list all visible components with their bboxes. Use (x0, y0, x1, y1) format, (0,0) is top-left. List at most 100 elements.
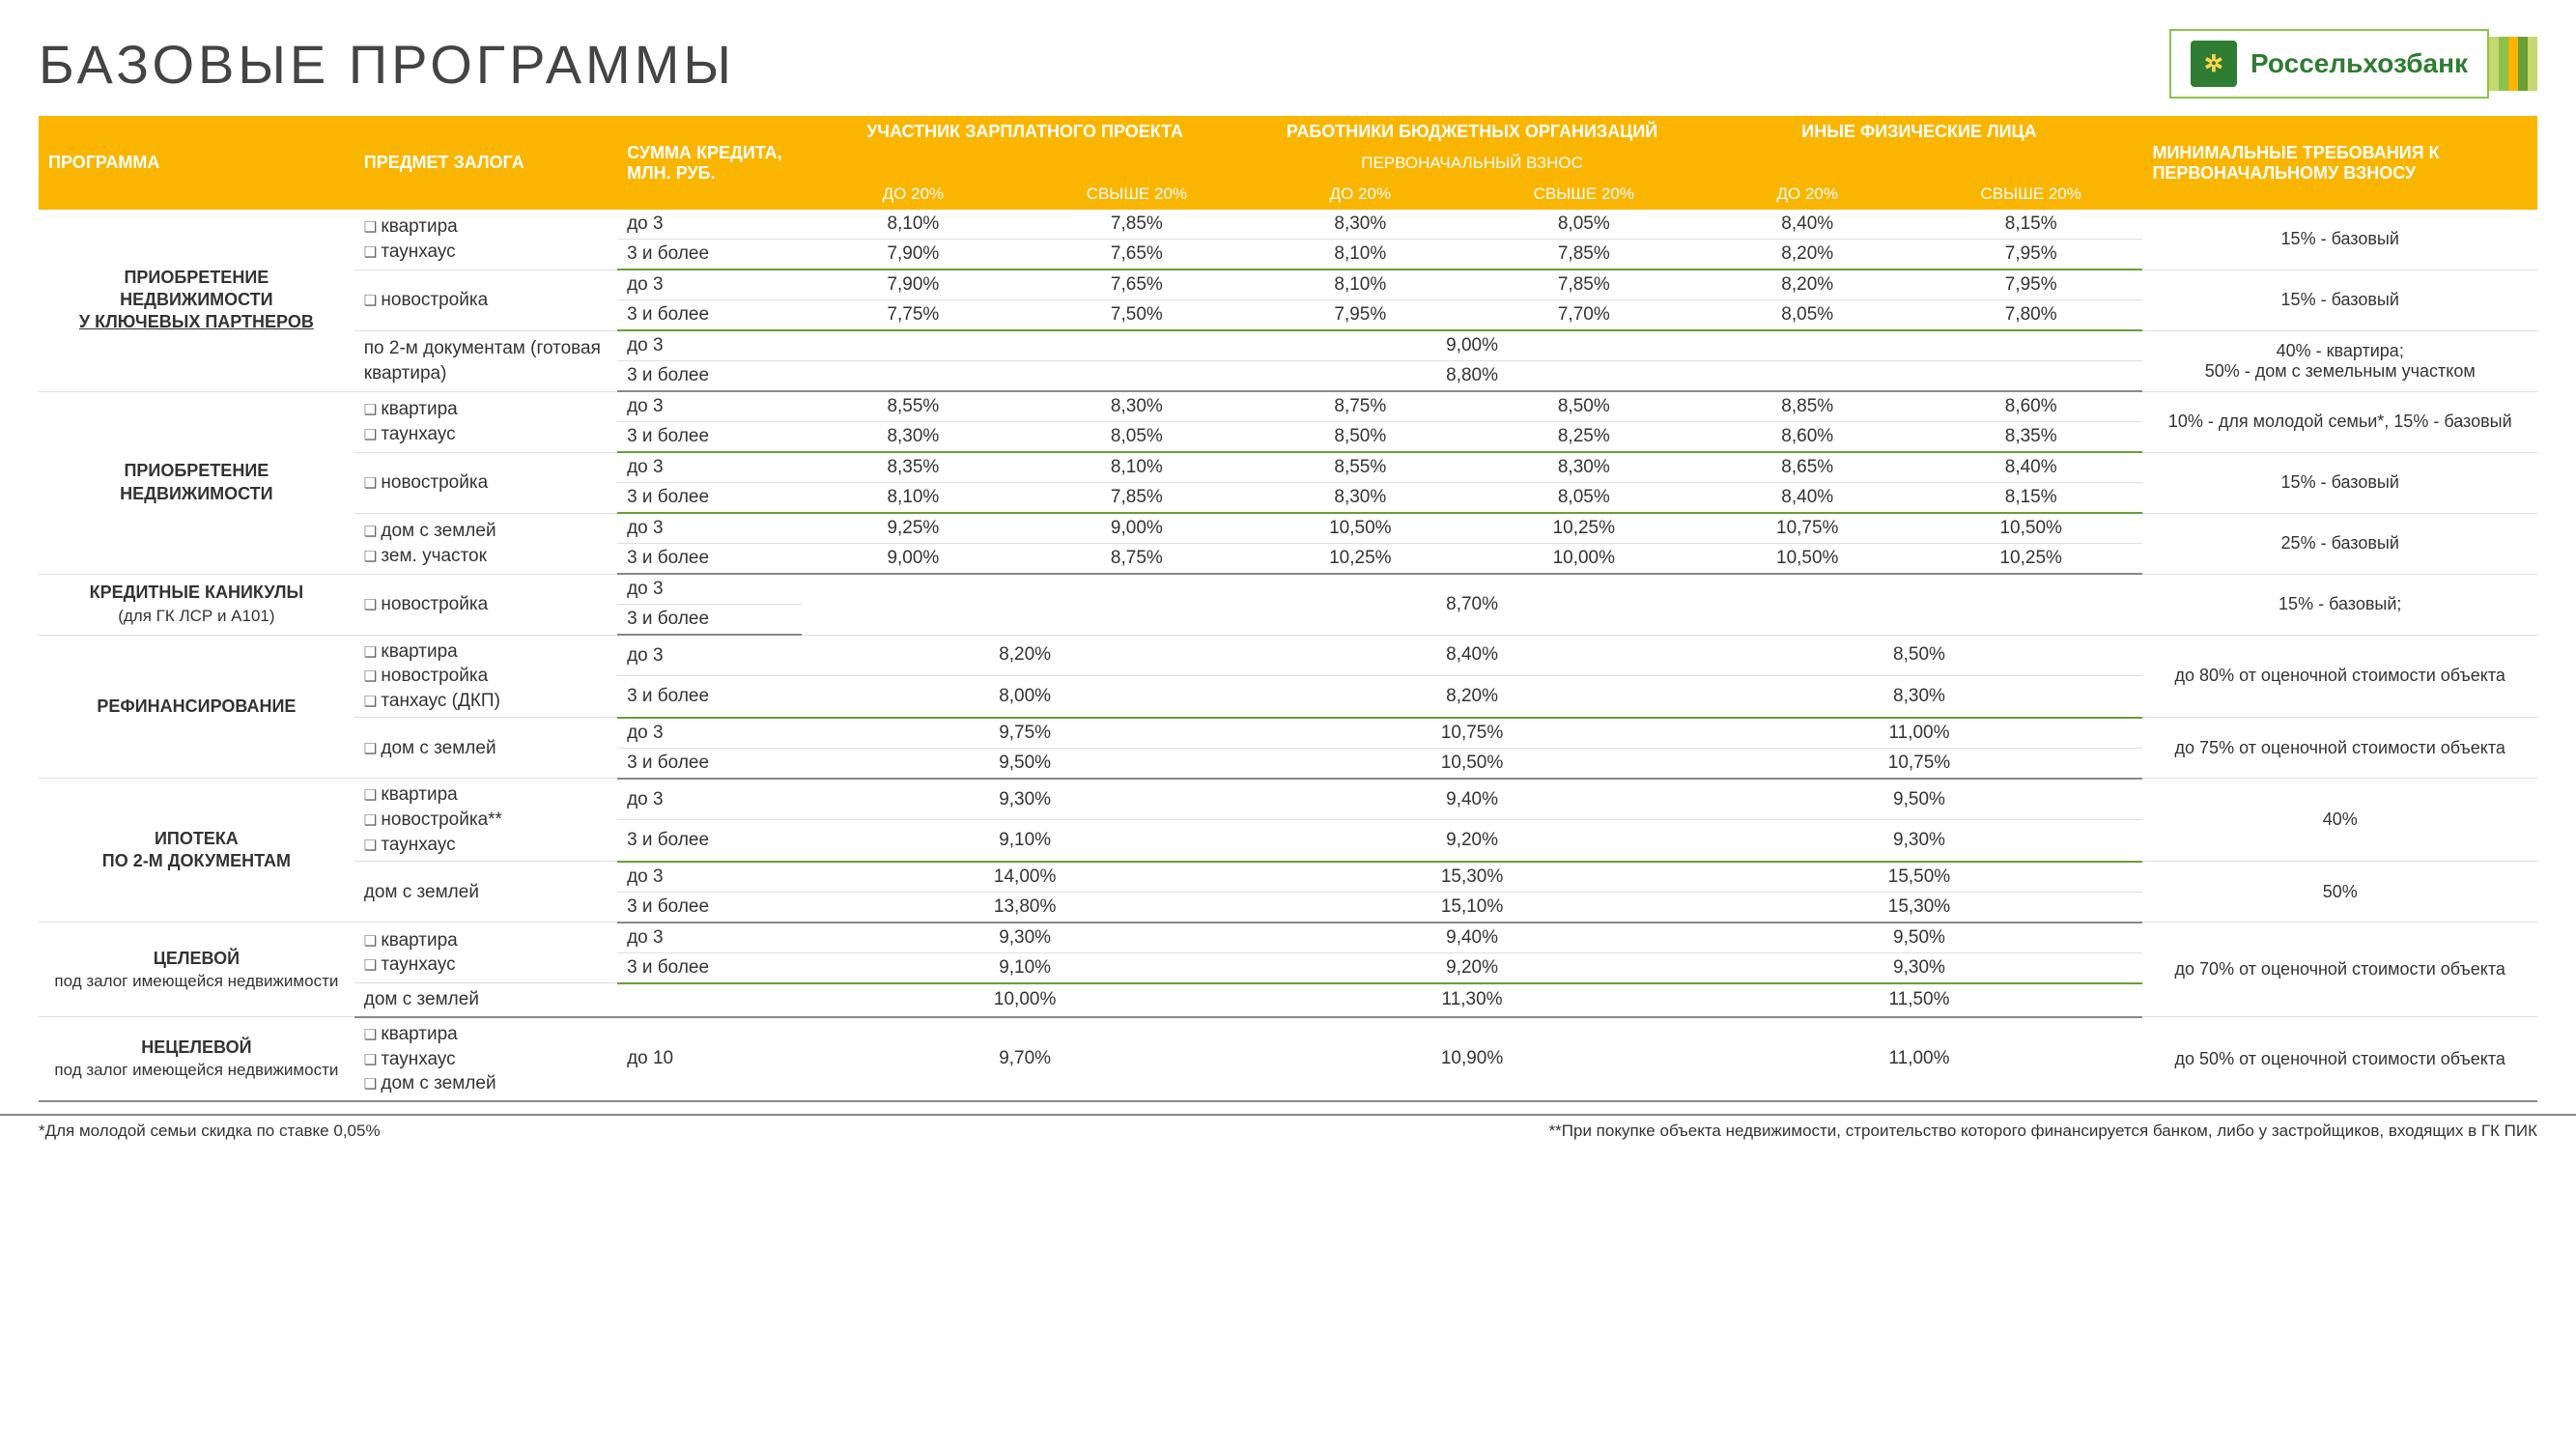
rate-cell: 10,50% (1249, 748, 1696, 779)
rate-cell: 7,50% (1025, 300, 1248, 331)
table-row: ПРИОБРЕТЕНИЕ НЕДВИЖИМОСТИ квартира таунх… (39, 391, 2537, 422)
amt-cell: до 3 (617, 718, 802, 749)
rate-cell: 9,75% (802, 718, 1249, 749)
bank-name: Россельхозбанк (2250, 48, 2468, 79)
amt-cell: до 3 (617, 330, 802, 361)
rate-cell: 7,90% (802, 240, 1025, 270)
subj-item: таунхаус (364, 954, 456, 975)
rate-cell: 9,10% (802, 820, 1249, 862)
prog-line: У КЛЮЧЕВЫХ ПАРТНЕРОВ (79, 312, 314, 331)
subj-cell: дом с землей (354, 718, 617, 779)
prog-line: под залог имеющейся недвижимости (54, 972, 338, 990)
rate-cell: 10,00% (1472, 544, 1695, 575)
rate-cell: 8,60% (1696, 422, 1919, 453)
rate-cell: 10,50% (1249, 513, 1472, 544)
rates-table: ПРОГРАММА ПРЕДМЕТ ЗАЛОГА СУММА КРЕДИТА, … (39, 116, 2537, 1102)
rate-cell: 8,40% (1696, 210, 1919, 240)
rate-cell: 8,30% (1025, 391, 1248, 422)
rate-cell: 8,75% (1249, 391, 1472, 422)
h-s1a: ДО 20% (802, 179, 1025, 210)
rate-cell: 8,35% (802, 452, 1025, 483)
prog-line: ПО 2-М ДОКУМЕНТАМ (102, 851, 291, 870)
rate-cell: 8,10% (802, 483, 1025, 514)
subj-item: новостройка (364, 594, 488, 614)
logo-block: ✲ Россельхозбанк (2169, 29, 2537, 99)
h-group3: ИНЫЕ ФИЗИЧЕСКИЕ ЛИЦА (1696, 116, 2143, 148)
subj-cell: дом с землей (354, 862, 617, 923)
rate-cell: 15,30% (1249, 862, 1696, 893)
rate-cell: 7,65% (1025, 240, 1248, 270)
rate-cell: 8,85% (1696, 391, 1919, 422)
subj-item: новостройка** (364, 810, 502, 830)
rate-cell: 9,30% (802, 779, 1249, 820)
rate-cell: 7,70% (1472, 300, 1695, 331)
rate-cell: 8,30% (1696, 676, 2143, 718)
prog-line: КРЕДИТНЫЕ КАНИКУЛЫ (90, 582, 304, 602)
subj-cell: новостройка (354, 452, 617, 513)
amt-cell: 3 и более (617, 605, 802, 636)
rate-cell: 8,65% (1696, 452, 1919, 483)
rate-cell: 9,30% (1696, 820, 2143, 862)
h-group2: РАБОТНИКИ БЮДЖЕТНЫХ ОРГАНИЗАЦИЙ (1249, 116, 1696, 148)
header-bar: БАЗОВЫЕ ПРОГРАММЫ ✲ Россельхозбанк (39, 29, 2537, 99)
footnotes: *Для молодой семьи скидка по ставке 0,05… (0, 1114, 2576, 1160)
subj-item: таунхаус (364, 424, 456, 444)
subj-cell: дом с землей (354, 983, 617, 1017)
rate-cell: 8,00% (802, 676, 1249, 718)
amt-cell: 3 и более (617, 483, 802, 514)
rate-cell: 10,50% (1696, 544, 1919, 575)
h-mid: ПЕРВОНАЧАЛЬНЫЙ ВЗНОС (802, 148, 2143, 179)
rate-cell: 8,60% (1919, 391, 2142, 422)
table-row: ИПОТЕКА ПО 2-М ДОКУМЕНТАМ квартира новос… (39, 779, 2537, 820)
rate-cell: 8,35% (1919, 422, 2142, 453)
rate-cell: 7,75% (802, 300, 1025, 331)
rate-cell: 8,05% (1696, 300, 1919, 331)
rate-cell: 8,20% (802, 635, 1249, 676)
rate-cell: 9,40% (1249, 779, 1696, 820)
rate-cell: 8,10% (1249, 270, 1472, 300)
rate-cell: 8,55% (1249, 452, 1472, 483)
h-s2b: СВЫШЕ 20% (1472, 179, 1695, 210)
footnote-left: *Для молодой семьи скидка по ставке 0,05… (39, 1122, 381, 1141)
subj-item: квартира (364, 784, 458, 805)
table-row: ЦЕЛЕВОЙ под залог имеющейся недвижимости… (39, 923, 2537, 953)
prog-line: ИПОТЕКА (155, 829, 239, 848)
amt-cell: до 10 (617, 1017, 802, 1101)
subj-cell: дом с землей зем. участок (354, 513, 617, 574)
subj-item: квартира (364, 930, 458, 951)
page-title: БАЗОВЫЕ ПРОГРАММЫ (39, 33, 735, 96)
rate-cell: 8,50% (1249, 422, 1472, 453)
page: БАЗОВЫЕ ПРОГРАММЫ ✲ Россельхозбанк ПРОГР… (0, 0, 2576, 1112)
rate-cell: 9,50% (802, 748, 1249, 779)
rate-cell: 7,95% (1919, 270, 2142, 300)
rate-cell: 8,80% (802, 361, 2143, 392)
rate-cell: 8,15% (1919, 483, 2142, 514)
rate-cell: 8,10% (1249, 240, 1472, 270)
rate-cell: 7,90% (802, 270, 1025, 300)
amt-cell: 3 и более (617, 820, 802, 862)
subj-item: новостройка (364, 666, 488, 686)
table-head: ПРОГРАММА ПРЕДМЕТ ЗАЛОГА СУММА КРЕДИТА, … (39, 116, 2537, 210)
rate-cell: 9,00% (1025, 513, 1248, 544)
rate-cell: 10,75% (1696, 513, 1919, 544)
subj-item: новостройка (364, 290, 488, 310)
h-group1: УЧАСТНИК ЗАРПЛАТНОГО ПРОЕКТА (802, 116, 1249, 148)
req-cell: до 50% от оценочной стоимости объекта (2142, 1017, 2537, 1101)
rate-cell: 10,00% (802, 983, 1249, 1017)
rate-cell: 9,20% (1249, 952, 1696, 983)
subj-cell: квартира таунхаус дом с землей (354, 1017, 617, 1101)
rate-cell: 9,25% (802, 513, 1025, 544)
rate-cell: 8,40% (1696, 483, 1919, 514)
rate-cell: 8,40% (1249, 635, 1696, 676)
amt-cell: 3 и более (617, 240, 802, 270)
brand-bars (2489, 37, 2537, 91)
amt-cell: 3 и более (617, 422, 802, 453)
wheat-icon: ✲ (2191, 41, 2237, 87)
subj-cell: квартира новостройка танхаус (ДКП) (354, 635, 617, 718)
table-row: новостройка до 3 8,35%8,10%8,55%8,30%8,6… (39, 452, 2537, 483)
table-row: дом с землей зем. участок до 3 9,25%9,00… (39, 513, 2537, 544)
rate-cell: 9,30% (1696, 952, 2143, 983)
rate-cell: 8,15% (1919, 210, 2142, 240)
amt-cell: 3 и более (617, 952, 802, 983)
rate-cell: 8,50% (1472, 391, 1695, 422)
